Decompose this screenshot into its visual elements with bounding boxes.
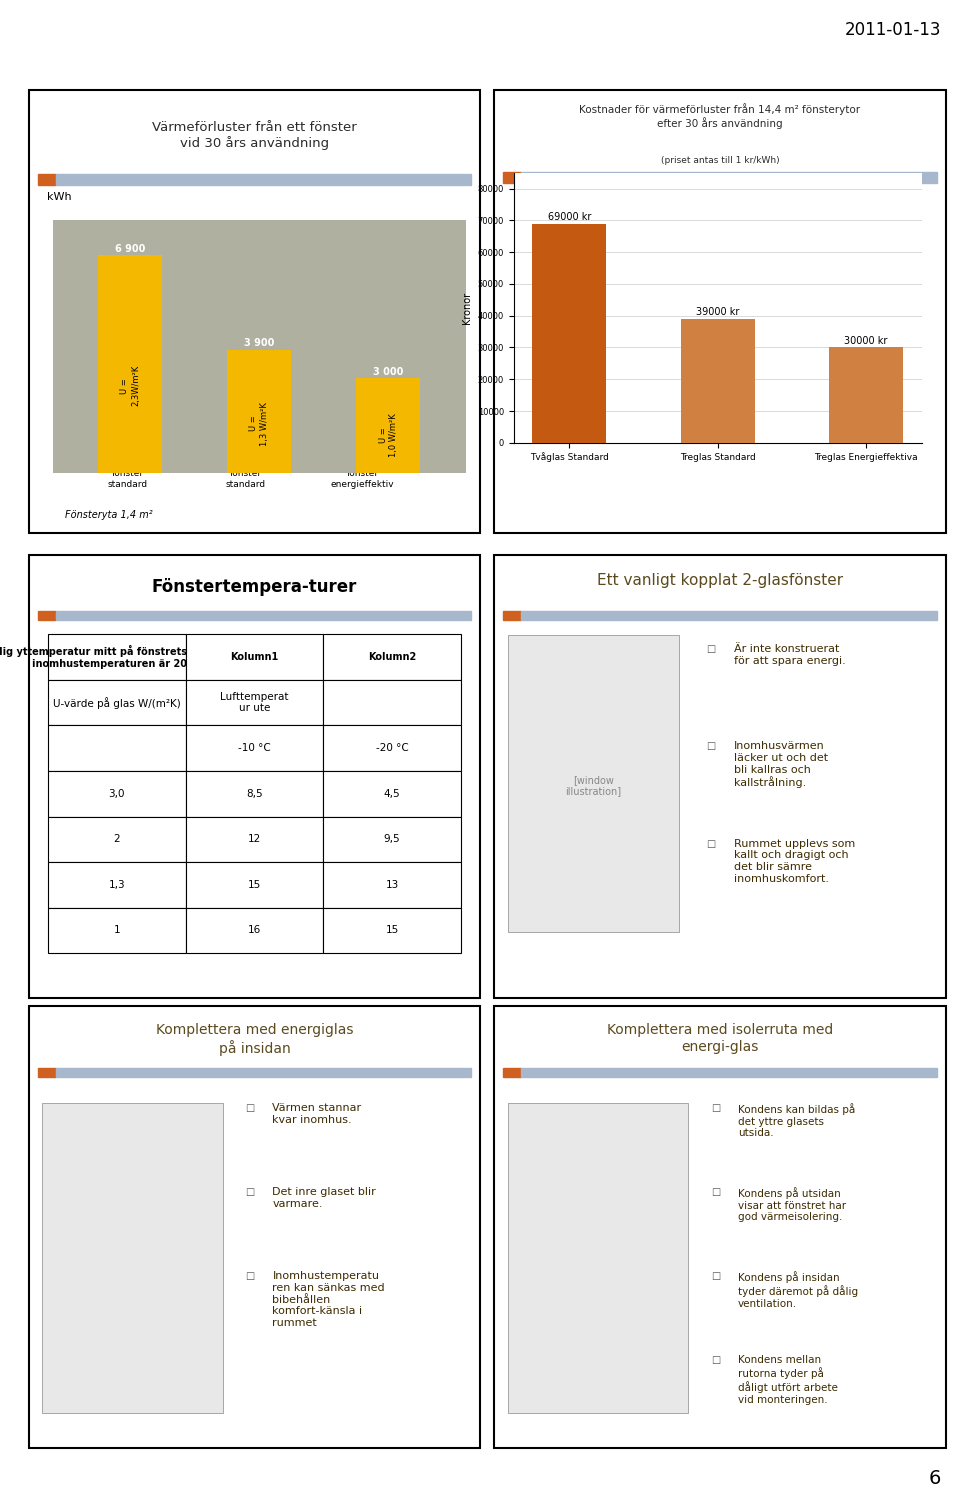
Text: Ett vanligt kopplat 2-glasfönster: Ett vanligt kopplat 2-glasfönster bbox=[597, 573, 843, 588]
Bar bbox=[503, 611, 521, 620]
Text: Treglas-
fönster
standard: Treglas- fönster standard bbox=[226, 459, 265, 489]
Text: 39000 kr: 39000 kr bbox=[696, 308, 739, 317]
Text: □: □ bbox=[246, 1103, 254, 1114]
FancyBboxPatch shape bbox=[29, 1006, 480, 1448]
Text: Värmen stannar
kvar inomhus.: Värmen stannar kvar inomhus. bbox=[273, 1103, 362, 1124]
Bar bbox=[356, 378, 420, 473]
Text: 69000 kr: 69000 kr bbox=[547, 212, 591, 222]
Bar bbox=[37, 1067, 56, 1076]
FancyBboxPatch shape bbox=[29, 90, 480, 533]
Text: Det inre glaset blir
varmare.: Det inre glaset blir varmare. bbox=[273, 1187, 376, 1208]
Bar bbox=[37, 611, 56, 620]
Text: Tvåglas-
fönster
standard: Tvåglas- fönster standard bbox=[108, 458, 148, 489]
Bar bbox=[508, 1103, 688, 1412]
Bar bbox=[508, 635, 680, 932]
Bar bbox=[56, 174, 471, 185]
Text: Kondens mellan
rutorna tyder på
dåligt utfört arbete
vid monteringen.: Kondens mellan rutorna tyder på dåligt u… bbox=[738, 1355, 838, 1405]
FancyBboxPatch shape bbox=[494, 90, 946, 533]
Text: □: □ bbox=[707, 644, 716, 654]
Text: 6: 6 bbox=[928, 1469, 941, 1487]
Text: Fönstertempera­turer: Fönstertempera­turer bbox=[152, 578, 357, 596]
Text: U =
1,0 W/m²K: U = 1,0 W/m²K bbox=[378, 413, 397, 456]
Text: □: □ bbox=[707, 839, 716, 848]
Text: □: □ bbox=[711, 1187, 720, 1198]
Text: kWh: kWh bbox=[47, 192, 71, 203]
Text: □: □ bbox=[711, 1103, 720, 1114]
Bar bbox=[503, 1067, 521, 1076]
Text: U =
1,3 W/m²K: U = 1,3 W/m²K bbox=[250, 402, 269, 446]
Text: (priset antas till 1 kr/kWh): (priset antas till 1 kr/kWh) bbox=[660, 156, 780, 165]
Text: □: □ bbox=[711, 1271, 720, 1282]
Text: 6 900: 6 900 bbox=[115, 243, 145, 254]
Bar bbox=[532, 224, 607, 443]
Bar bbox=[56, 1067, 471, 1076]
Bar bbox=[42, 1103, 223, 1412]
Text: Kostnader för värmeförluster från 14,4 m² fönsterytor
efter 30 års användning: Kostnader för värmeförluster från 14,4 m… bbox=[580, 104, 860, 129]
Text: □: □ bbox=[711, 1355, 720, 1366]
Bar bbox=[503, 173, 521, 183]
Text: Är inte konstruerat
för att spara energi.: Är inte konstruerat för att spara energi… bbox=[733, 644, 846, 665]
Text: Kondens på insidan
tyder däremot på dålig
ventilation.: Kondens på insidan tyder däremot på dåli… bbox=[738, 1271, 858, 1309]
Text: Inomhusvärmen
läcker ut och det
bli kallras och
kallstrålning.: Inomhusvärmen läcker ut och det bli kall… bbox=[733, 741, 828, 788]
Text: Kondens kan bildas på
det yttre glasets
utsida.: Kondens kan bildas på det yttre glasets … bbox=[738, 1103, 855, 1138]
Bar bbox=[521, 1067, 937, 1076]
Text: 3 000: 3 000 bbox=[373, 366, 403, 377]
Bar bbox=[227, 350, 292, 473]
Bar bbox=[56, 611, 471, 620]
Text: [window
illustration]: [window illustration] bbox=[565, 775, 622, 797]
Text: 30000 kr: 30000 kr bbox=[844, 336, 888, 345]
Text: Komplettera med energiglas
på insidan: Komplettera med energiglas på insidan bbox=[156, 1024, 353, 1055]
Text: Kondens på utsidan
visar att fönstret har
god värmeisolering.: Kondens på utsidan visar att fönstret ha… bbox=[738, 1187, 846, 1222]
Text: 2011-01-13: 2011-01-13 bbox=[844, 21, 941, 39]
Bar bbox=[828, 347, 903, 443]
Bar bbox=[98, 255, 162, 473]
FancyBboxPatch shape bbox=[494, 555, 946, 998]
Y-axis label: Kronor: Kronor bbox=[462, 291, 472, 324]
Text: □: □ bbox=[246, 1187, 254, 1198]
Text: Komplettera med isolerruta med
energi­glas: Komplettera med isolerruta med energi­gl… bbox=[607, 1024, 833, 1054]
Bar bbox=[681, 318, 755, 443]
Bar bbox=[521, 173, 937, 183]
Text: U =
2,3W/m²K: U = 2,3W/m²K bbox=[121, 365, 140, 407]
Text: Rummet upplevs som
kallt och dragigt och
det blir sämre
inomhuskomfort.: Rummet upplevs som kallt och dragigt och… bbox=[733, 839, 854, 884]
Text: Inomhustemperatu
ren kan sänkas med
bibehållen
komfort-känsla i
rummet: Inomhustemperatu ren kan sänkas med bibe… bbox=[273, 1271, 385, 1328]
Text: Fönsteryta 1,4 m²: Fönsteryta 1,4 m² bbox=[65, 509, 153, 519]
Text: 3 900: 3 900 bbox=[244, 338, 275, 348]
FancyBboxPatch shape bbox=[494, 1006, 946, 1448]
Bar bbox=[37, 174, 56, 185]
FancyBboxPatch shape bbox=[29, 555, 480, 998]
Bar bbox=[521, 611, 937, 620]
Text: Treglas-
fönster
energieffektiv: Treglas- fönster energieffektiv bbox=[331, 459, 395, 489]
Text: □: □ bbox=[246, 1271, 254, 1282]
Text: Värmeförluster från ett fönster
vid 30 års användning: Värmeförluster från ett fönster vid 30 å… bbox=[152, 122, 357, 150]
Text: □: □ bbox=[707, 741, 716, 752]
